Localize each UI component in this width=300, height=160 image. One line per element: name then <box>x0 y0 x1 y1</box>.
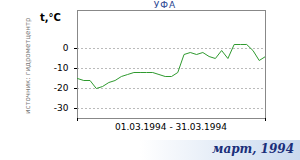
html-text:t,°C: t,°C <box>40 12 61 23</box>
svg-text:-30: -30 <box>54 103 69 113</box>
svg-text:-20: -20 <box>54 83 69 93</box>
html-text:март, 1994: март, 1994 <box>212 142 294 156</box>
html-text:источник: гидрометцентр: источник: гидрометцентр <box>24 17 32 114</box>
svg-text:-10: -10 <box>54 63 69 73</box>
html-text:01.03.1994 - 31.03.1994: 01.03.1994 - 31.03.1994 <box>115 122 227 132</box>
html-text:УФА: УФА <box>153 0 177 10</box>
svg-text:0: 0 <box>63 43 69 53</box>
